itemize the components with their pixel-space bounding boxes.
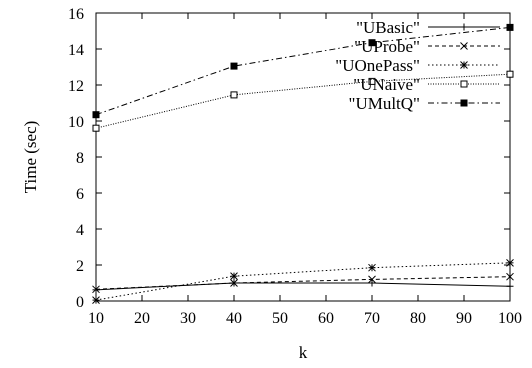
- filled-square-marker: [368, 39, 376, 47]
- x-marker-b: [92, 285, 100, 294]
- filled-square-marker: [92, 111, 100, 119]
- x-tick-label: 40: [226, 310, 242, 327]
- x-tick-label: 50: [272, 310, 288, 327]
- data-point: [92, 285, 100, 294]
- x-marker-b: [368, 275, 376, 284]
- series-3: [92, 70, 514, 132]
- legend-entry: "UBasic": [356, 18, 500, 37]
- legend-label: "UNaive": [353, 75, 420, 94]
- open-square-marker: [460, 80, 468, 88]
- series-line: [95, 282, 511, 291]
- legend-entry: "UMultQ": [349, 94, 500, 113]
- legend-entry: "UProbe": [354, 37, 500, 56]
- y-axis-label: Time (sec): [21, 121, 40, 194]
- data-point: [92, 296, 100, 304]
- star-marker-b: [460, 61, 468, 69]
- data-point: [230, 272, 238, 281]
- data-point: [230, 91, 238, 99]
- y-tick-label: 12: [68, 78, 84, 95]
- legend-label: "UProbe": [354, 37, 420, 56]
- x-tick-label: 60: [318, 310, 334, 327]
- filled-square-marker: [460, 99, 468, 107]
- star-marker-b: [368, 263, 376, 272]
- plot-frame: [95, 12, 511, 302]
- legend-entry: "UOnePass": [335, 56, 500, 75]
- data-point: [506, 258, 514, 267]
- data-point: [92, 111, 100, 119]
- filled-square-marker: [230, 62, 238, 70]
- x-tick-label: 70: [364, 310, 380, 327]
- open-square-marker: [368, 77, 376, 85]
- data-point: [506, 272, 514, 281]
- series-line: [95, 73, 511, 129]
- data-point: [368, 279, 376, 287]
- legend: "UBasic""UProbe""UOnePass""UNaive""UMult…: [335, 18, 500, 113]
- data-point: [368, 275, 376, 284]
- series-line: [95, 26, 511, 116]
- x-marker-b: [230, 279, 238, 287]
- data-point: [506, 282, 514, 290]
- data-point: [230, 62, 238, 70]
- data-point: [230, 279, 238, 287]
- data-point: [368, 39, 376, 47]
- x-axis-label: k: [299, 343, 308, 362]
- y-tick-label: 8: [76, 150, 84, 167]
- x-tick-label: 80: [410, 310, 426, 327]
- data-point: [506, 23, 514, 31]
- series-line: [95, 262, 511, 301]
- series-layer: [92, 23, 514, 304]
- plot-border: [95, 12, 511, 302]
- x-tick-label: 100: [498, 310, 522, 327]
- star-marker-b: [230, 272, 238, 281]
- axis-ticks: 10 20 30 40 50 60 70 80 90 100 0 2 4 6 8 10 12 14 16: [68, 6, 522, 327]
- data-point: [92, 124, 100, 132]
- open-square-marker: [92, 124, 100, 132]
- filled-square-marker: [506, 23, 514, 31]
- series-2: [92, 258, 514, 304]
- x-marker-b: [460, 42, 468, 50]
- legend-label: "UBasic": [356, 18, 420, 37]
- y-tick-label: 0: [76, 294, 84, 311]
- star-marker-b: [92, 296, 100, 304]
- data-point: [368, 263, 376, 272]
- series-1: [92, 272, 514, 294]
- open-square-marker: [506, 70, 514, 78]
- legend-entry: "UNaive": [353, 75, 500, 94]
- data-point: [506, 70, 514, 78]
- legend-label: "UOnePass": [335, 56, 420, 75]
- data-point: [368, 77, 376, 85]
- x-tick-label: 30: [180, 310, 196, 327]
- y-tick-label: 10: [68, 114, 84, 131]
- series-4: [92, 23, 514, 119]
- x-tick-label: 90: [456, 310, 472, 327]
- legend-label: "UMultQ": [349, 94, 421, 113]
- star-marker-b: [506, 258, 514, 267]
- y-tick-label: 4: [76, 222, 84, 239]
- y-tick-label: 14: [68, 42, 84, 59]
- open-square-marker: [230, 91, 238, 99]
- x-marker-b: [506, 272, 514, 281]
- y-tick-label: 6: [76, 186, 84, 203]
- x-tick-label: 10: [88, 310, 104, 327]
- y-tick-label: 16: [68, 6, 84, 23]
- series-line: [95, 276, 511, 290]
- y-tick-label: 2: [76, 258, 84, 275]
- x-tick-label: 20: [134, 310, 150, 327]
